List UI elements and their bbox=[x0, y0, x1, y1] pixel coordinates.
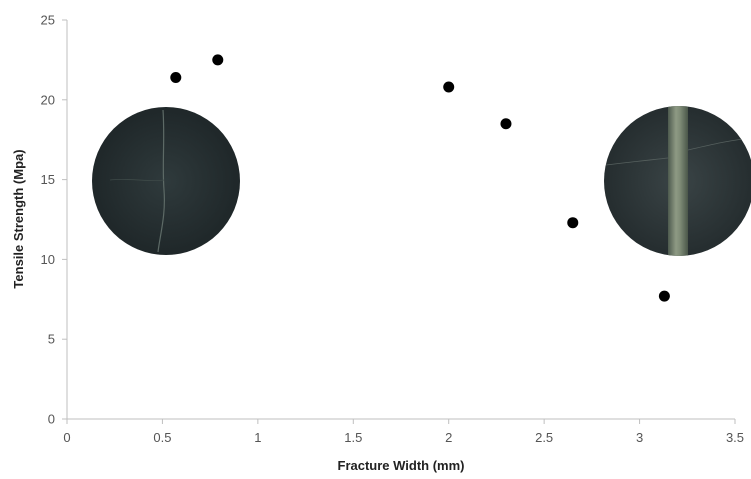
y-tick-label: 0 bbox=[48, 412, 55, 427]
data-point bbox=[443, 81, 455, 93]
x-tick-label: 2 bbox=[445, 430, 452, 445]
y-tick-label: 15 bbox=[41, 172, 55, 187]
x-tick-label: 0 bbox=[63, 430, 70, 445]
data-points bbox=[170, 54, 670, 302]
y-tick-label: 25 bbox=[41, 13, 55, 28]
x-tick-label: 1.5 bbox=[344, 430, 362, 445]
specimen-photo-wide-fracture bbox=[604, 106, 751, 256]
y-tick-label: 20 bbox=[41, 92, 55, 107]
data-point bbox=[658, 290, 670, 302]
data-point bbox=[170, 71, 182, 83]
data-point bbox=[500, 118, 512, 130]
y-axis-title: Tensile Strength (Mpa) bbox=[11, 149, 26, 288]
x-axis-ticks: 0 0.5 1 1.5 2 2.5 3 3.5 bbox=[63, 419, 744, 445]
x-tick-label: 1 bbox=[254, 430, 261, 445]
y-tick-label: 5 bbox=[48, 332, 55, 347]
x-axis-title: Fracture Width (mm) bbox=[338, 458, 465, 473]
data-point bbox=[567, 217, 579, 229]
x-tick-label: 2.5 bbox=[535, 430, 553, 445]
x-tick-label: 3.5 bbox=[726, 430, 744, 445]
x-tick-label: 0.5 bbox=[153, 430, 171, 445]
specimen-photo-narrow-fracture bbox=[92, 107, 240, 255]
y-axis-ticks: 0 5 10 15 20 25 bbox=[41, 13, 67, 427]
x-tick-label: 3 bbox=[636, 430, 643, 445]
y-tick-label: 10 bbox=[41, 252, 55, 267]
data-point bbox=[212, 54, 224, 66]
